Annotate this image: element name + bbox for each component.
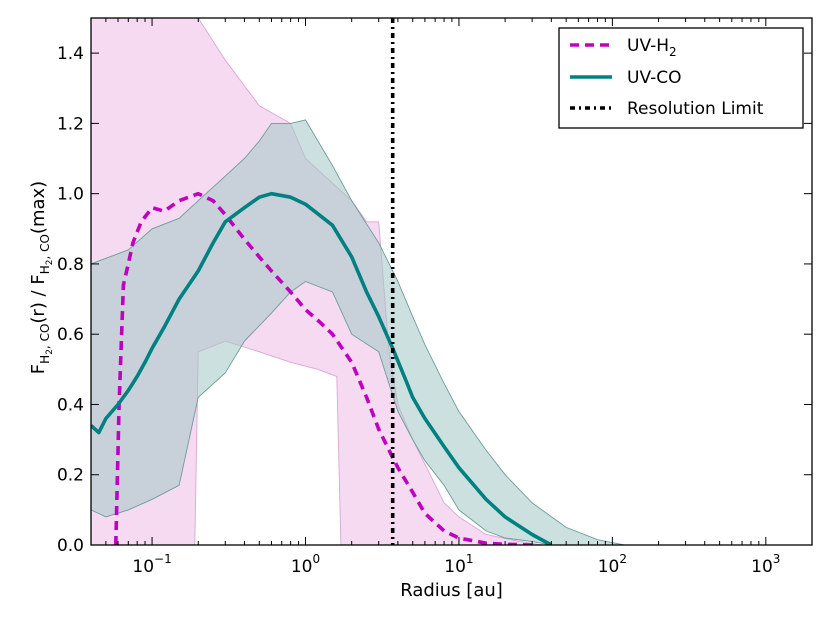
y-label-sub2: H xyxy=(38,265,52,274)
y-tick-label: 0.0 xyxy=(57,536,84,556)
x-axis: 10−1 100 101 102 103 xyxy=(90,18,813,577)
y-axis: 0.0 0.2 0.4 0.6 0.8 1.0 1.2 1.4 xyxy=(57,44,812,556)
legend-label-uv-co: UV-CO xyxy=(627,68,681,88)
y-tick-label: 0.8 xyxy=(57,255,84,275)
y-tick-label: 0.6 xyxy=(57,325,84,345)
y-label-sub2b: 2 xyxy=(45,260,55,266)
y-tick-label: 1.2 xyxy=(57,114,84,134)
y-tick-label: 1.0 xyxy=(57,185,84,205)
x-tick-label: 102 xyxy=(598,552,627,577)
x-tick-label: 101 xyxy=(444,552,473,577)
y-label-end: (max) xyxy=(28,181,49,234)
y-label-mid: (r) / xyxy=(28,285,49,324)
y-tick-label: 1.4 xyxy=(57,44,84,64)
y-label-sub1c: , CO xyxy=(38,324,52,349)
x-tick-label: 103 xyxy=(751,552,780,577)
line-uv-h2 xyxy=(114,191,533,545)
y-tick-label: 0.4 xyxy=(57,395,84,415)
x-tick-label: 10−1 xyxy=(132,552,171,577)
y-axis-label: FH2, CO(r) / FH2, CO(max) xyxy=(28,181,55,374)
y-label-f1: F xyxy=(28,364,49,374)
legend-box xyxy=(558,27,804,129)
series-lines xyxy=(91,18,553,545)
y-tick-label: 0.2 xyxy=(57,466,84,486)
x-axis-label: Radius [au] xyxy=(400,580,503,601)
line-uv-co xyxy=(91,191,553,545)
x-tick-label: 100 xyxy=(291,552,320,577)
legend-label-uv-h2: UV-H2 xyxy=(627,36,677,59)
y-label-sub2c: , CO xyxy=(38,234,52,259)
y-label-sub1: H xyxy=(38,355,52,364)
y-label-sub1b: 2 xyxy=(45,349,55,355)
y-label-f2: F xyxy=(28,274,49,284)
legend-label-resolution-limit: Resolution Limit xyxy=(627,99,764,119)
legend: UV-H2 UV-CO Resolution Limit xyxy=(558,27,804,129)
